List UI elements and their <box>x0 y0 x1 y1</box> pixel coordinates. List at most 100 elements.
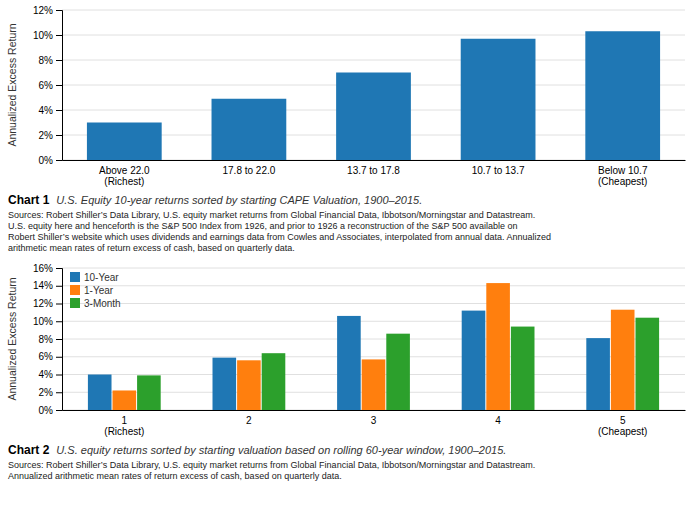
x-tick-label: 13.7 to 17.8 <box>347 165 400 176</box>
grid-line <box>62 10 685 11</box>
x-tick-label-line: (Richest) <box>104 426 144 437</box>
chart: 0% 2% 4% 6% 8% 10% 12% 14% 16% 1(Richest) 2 3 4 5(Che… <box>6 263 686 481</box>
bar <box>611 310 635 410</box>
annotation-line: arithmetic mean rates of return excess o… <box>8 243 295 253</box>
grid <box>62 268 685 410</box>
y-tick-label: 12% <box>33 298 53 309</box>
y-tick: 8% <box>39 334 62 345</box>
bar <box>511 327 535 410</box>
y-tick-label: 12% <box>33 5 53 16</box>
legend-swatch <box>70 285 80 295</box>
bars <box>87 31 660 160</box>
legend-swatch <box>70 298 80 308</box>
x-tick-label: 5(Cheapest) <box>598 415 647 437</box>
y-axis-title: Annualized Excess Return <box>6 277 18 400</box>
bar <box>213 358 237 410</box>
bar <box>635 318 659 410</box>
y-tick: 16% <box>33 263 62 274</box>
y-tick: 10% <box>33 316 62 327</box>
y-tick-mark <box>56 286 62 287</box>
x-tick: 13.7 to 17.8 <box>347 160 400 176</box>
x-tick-label-line: (Cheapest) <box>598 426 647 437</box>
y-tick-mark <box>56 321 62 322</box>
y-tick: 6% <box>39 80 62 91</box>
x-tick-label: 2 <box>246 415 252 426</box>
x-tick-label: 3 <box>371 415 377 426</box>
annotation: Sources: Robert Shiller’s Data Library, … <box>8 210 551 253</box>
x-tick: Above 22.0(Richest) <box>99 160 150 187</box>
y-tick-mark <box>56 392 62 393</box>
bar <box>461 39 536 160</box>
y-axis-title: Annualized Excess Return <box>6 23 18 146</box>
bar <box>386 334 410 410</box>
bar <box>486 283 510 410</box>
bar <box>112 390 136 410</box>
annotation: Sources: Robert Shiller’s Data Library, … <box>8 460 535 481</box>
bars <box>88 283 659 410</box>
x-tick-label-line: (Richest) <box>104 176 144 187</box>
x-tick-label-line: 2 <box>246 415 252 426</box>
y-tick: 14% <box>33 280 62 291</box>
y-tick: 4% <box>39 369 62 380</box>
y-tick-mark <box>56 160 62 161</box>
bar <box>237 360 261 410</box>
x-tick-label-line: Below 10.7 <box>598 165 648 176</box>
x-tick-label-line: 3 <box>371 415 377 426</box>
y-axis-line <box>56 269 63 411</box>
x-tick-label: Below 10.7(Cheapest) <box>598 165 648 187</box>
bar <box>586 338 610 410</box>
y-tick-label: 16% <box>33 263 53 274</box>
x-tick-label: Above 22.0(Richest) <box>99 165 150 187</box>
x-tick-label: 1(Richest) <box>104 415 144 437</box>
annotation-line: U.S. equity here and henceforth is the S… <box>8 221 518 231</box>
bar <box>87 123 162 161</box>
x-tick: 10.7 to 13.7 <box>472 160 525 176</box>
x-tick-label-line: (Cheapest) <box>598 176 647 187</box>
y-tick-label: 0% <box>39 405 54 416</box>
y-tick: 2% <box>39 387 62 398</box>
x-tick-label-line: Above 22.0 <box>99 165 150 176</box>
x-tick-label-line: 13.7 to 17.8 <box>347 165 400 176</box>
bar <box>88 375 112 411</box>
x-tick: 2 <box>246 410 252 426</box>
x-tick: 1(Richest) <box>104 410 144 437</box>
y-tick-label: 6% <box>39 80 54 91</box>
grid-line <box>62 321 685 322</box>
x-axis-line <box>63 160 686 161</box>
title: Chart 2 <box>8 443 50 457</box>
bar <box>337 316 361 410</box>
x-axis-line <box>63 410 686 411</box>
y-tick-mark <box>56 357 62 358</box>
bar <box>462 311 486 410</box>
y-tick-label: 6% <box>39 351 54 362</box>
legend-label: 1-Year <box>84 285 114 296</box>
title: Chart 1 <box>8 193 50 207</box>
y-tick-mark <box>56 339 62 340</box>
grid <box>62 10 685 160</box>
x-tick: Below 10.7(Cheapest) <box>598 160 648 187</box>
chart: 0%2%4%6%8%10%12%Above 22.0(Richest)17.8 … <box>6 5 686 253</box>
y-tick-label: 4% <box>39 105 54 116</box>
annotation-line: Sources: Robert Shiller’s Data Library, … <box>8 210 535 220</box>
subtitle: U.S. equity returns sorted by starting v… <box>56 444 506 456</box>
x-tick-label-line: 4 <box>495 415 501 426</box>
grid-line <box>62 303 685 304</box>
y-tick-mark <box>56 268 62 269</box>
y-tick-mark <box>56 60 62 61</box>
legend-swatch <box>70 272 80 282</box>
y-tick-mark <box>56 410 62 411</box>
legend-label: 10-Year <box>84 272 119 283</box>
y-tick-label: 10% <box>33 316 53 327</box>
y-tick: 12% <box>33 298 62 309</box>
y-tick-mark <box>56 110 62 111</box>
y-tick: 10% <box>33 30 62 41</box>
x-axis: Above 22.0(Richest)17.8 to 22.013.7 to 1… <box>63 160 686 187</box>
y-axis-line <box>56 11 63 161</box>
x-axis: 1(Richest) 2 3 4 5(Cheapest) <box>63 410 686 437</box>
annotation-line: Annualized arithmetic mean rates of retu… <box>8 471 342 481</box>
bar <box>212 99 287 160</box>
legend-item: 1-Year <box>70 285 114 296</box>
y-tick-mark <box>56 10 62 11</box>
legend: 10-Year1-Year3-Month <box>70 272 121 309</box>
x-tick-label-line: 1 <box>122 415 128 426</box>
